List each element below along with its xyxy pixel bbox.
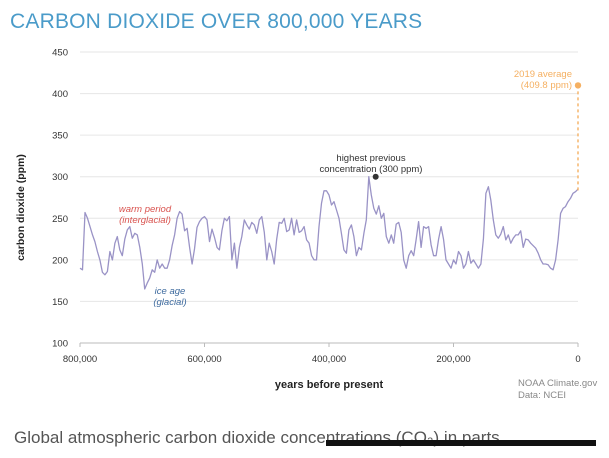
annotation: ice age(glacial)	[153, 286, 186, 308]
x-tick-label: 400,000	[312, 354, 346, 365]
y-axis-label: carbon dioxide (ppm)	[15, 154, 27, 261]
y-tick-label: 450	[52, 48, 68, 59]
y-tick-label: 200	[52, 255, 68, 266]
x-tick-labels: 800,000 600,000 400,000 200,000 0	[63, 343, 581, 365]
x-tick-label: 200,000	[436, 354, 470, 365]
grid-lines	[80, 51, 578, 302]
chart-title: CARBON DIOXIDE OVER 800,000 YEARS	[10, 10, 423, 33]
annotation: 2019 average(409.8 ppm)	[514, 69, 582, 192]
annotation-text: ice age	[155, 286, 186, 297]
y-tick-label: 250	[52, 214, 68, 225]
annotation-marker	[372, 173, 379, 180]
annotation-text: (409.8 ppm)	[521, 80, 572, 91]
annotation-text: concentration (300 ppm)	[320, 164, 423, 175]
co2-line-chart: 100 150 200 250 300 350 400 450 800,000 600,000 4…	[15, 48, 597, 402]
annotation-text: 2019 average	[514, 69, 572, 80]
y-tick-label: 300	[52, 172, 68, 183]
annotation-text: highest previous	[336, 153, 405, 164]
annotation: warm period(interglacial)	[119, 204, 172, 226]
x-axis-label: years before present	[275, 379, 384, 391]
annotations: warm period(interglacial) ice age(glacial…	[119, 69, 582, 308]
annotation-text: warm period	[119, 204, 172, 215]
y-tick-label: 150	[52, 297, 68, 308]
co2-series-line	[79, 176, 579, 290]
redaction-strip	[326, 440, 596, 446]
y-tick-label: 350	[52, 131, 68, 142]
annotation-text: (interglacial)	[119, 215, 171, 226]
y-tick-label: 400	[52, 89, 68, 100]
data-credit: Data: NCEI	[518, 390, 566, 401]
caption: Global atmospheric carbon dioxide concen…	[14, 428, 609, 458]
x-tick-label: 800,000	[63, 354, 97, 365]
series-layer	[79, 176, 579, 290]
x-tick-label: 0	[575, 354, 580, 365]
y-tick-labels: 100 150 200 250 300 350 400 450	[52, 48, 68, 350]
source-credit: NOAA Climate.gov	[518, 378, 597, 389]
y-tick-label: 100	[52, 339, 68, 350]
annotation-marker	[574, 82, 582, 89]
x-tick-label: 600,000	[187, 354, 221, 365]
annotation-text: (glacial)	[153, 297, 186, 308]
